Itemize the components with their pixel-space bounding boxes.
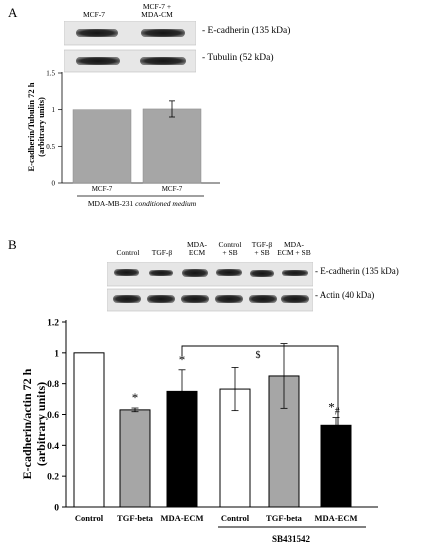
panel-b-category-label-3: Control	[221, 513, 250, 523]
panel-b-lane-header-2: TGF-β	[151, 248, 173, 257]
panel-b-tick-label-5: 1	[54, 349, 59, 359]
panel-b-actin-label: - Actin (40 kDa)	[315, 290, 375, 300]
panel-b-band-ecad-3	[182, 269, 208, 277]
panel-b-tick-label-4: 0.8	[47, 380, 59, 390]
panel-b-category-label-0: Control	[75, 513, 104, 523]
panel-a-tubulin-label: - Tubulin (52 kDa)	[202, 53, 274, 63]
panel-b-annotation-1: *	[132, 390, 139, 405]
panel-b-band-ecad-5	[250, 270, 274, 277]
panel-b-bar-0	[73, 352, 105, 508]
panel-a-blot-tubulin-strip	[64, 49, 196, 73]
panel-a-lane-header-2: MCF-7 + MDA-CM	[141, 2, 173, 19]
panel-a-bar-1	[142, 108, 202, 184]
panel-a-bar-chart: 0 0.5 1 1.5 MCF-7 MCF-7	[46, 70, 220, 197]
panel-a-tick-label-2: 1	[52, 106, 56, 114]
panel-a-tick-label-0: 0	[52, 180, 56, 188]
panel-b-band-actin-6	[281, 295, 309, 303]
panel-b-group-caption: SB431542	[272, 534, 311, 544]
panel-b-band-actin-1	[113, 295, 141, 303]
panel-a-group-caption: MDA-MB-231 conditioned medium	[80, 199, 204, 208]
panel-b-tick-label-6: 1.2	[47, 319, 59, 329]
panel-b-lane-header-5: TGF-β + SB	[251, 240, 273, 257]
panel-a-category-label-0: MCF-7	[92, 185, 113, 193]
panel-a-group-caption-plain: MDA-MB-231	[87, 199, 136, 208]
panel-b-category-label-1: TGF-beta	[117, 513, 154, 523]
panel-a-band-ecad-2	[141, 29, 185, 37]
panel-b-annotation-2: *	[179, 352, 186, 367]
panel-b-bar-1	[119, 409, 151, 508]
panel-a-western-blot	[64, 21, 196, 73]
panel-b-tick-label-1: 0.2	[47, 473, 59, 483]
panel-b-band-actin-4	[215, 295, 243, 303]
panel-b-blot-actin-strip	[107, 288, 313, 312]
panel-b-band-actin-2	[147, 295, 175, 303]
panel-a-y-ticks: 0 0.5 1 1.5	[46, 70, 62, 188]
panel-b-band-ecad-1	[114, 269, 139, 276]
panel-a-tick-label-3: 1.5	[46, 70, 55, 78]
panel-b-letter: B	[8, 237, 17, 252]
panel-b-lane-header-6: MDA- ECM + SB	[277, 240, 311, 257]
panel-a-band-ecad-1	[76, 29, 118, 37]
panel-b-category-label-5: MDA-ECM	[315, 513, 358, 523]
panel-b-ecad-label: - E-cadherin (135 kDa)	[315, 266, 399, 276]
panel-b-y-ticks: 0 0.2 0.4 0.6 0.8 1 1.2	[47, 319, 66, 514]
panel-b-lane-header-1: Control	[116, 248, 140, 257]
panel-b-blot-ecad-strip	[107, 262, 313, 287]
panel-b-category-label-4: TGF-beta	[266, 513, 303, 523]
panel-b-bracket-symbol: $	[256, 350, 261, 361]
panel-b-tick-label-2: 0.4	[47, 442, 59, 452]
panel-a-band-tubulin-1	[76, 57, 120, 65]
panel-a-group-caption-italic: conditioned medium	[135, 199, 197, 208]
panel-b-lane-header-3: MDA- ECM	[187, 240, 207, 257]
panel-a-band-tubulin-2	[140, 57, 186, 65]
panel-b-tick-label-0: 0	[54, 504, 59, 514]
panel-b-band-ecad-4	[216, 269, 242, 276]
panel-a-ecad-label: - E-cadherin (135 kDa)	[202, 26, 291, 36]
panel-a-bar-0	[72, 109, 132, 184]
panel-b-tick-label-3: 0.6	[47, 411, 59, 421]
panel-b-lane-header-4: Control + SB	[218, 240, 242, 257]
panel-a-bars	[72, 100, 202, 184]
panel-b-band-actin-5	[249, 295, 277, 303]
panel-b-band-ecad-6	[282, 270, 308, 276]
panel-a-letter: A	[8, 5, 18, 20]
panel-a-category-labels: MCF-7 MCF-7	[92, 185, 183, 193]
panel-b-band-ecad-2	[149, 270, 173, 276]
panel-b-western-blot	[107, 262, 313, 312]
panel-b-annotation-5: *#	[328, 400, 340, 418]
panel-b-band-actin-3	[181, 295, 209, 303]
panel-a-category-label-1: MCF-7	[162, 185, 183, 193]
panel-a-lane-header-1: MCF-7	[82, 10, 106, 19]
panel-b-bar-5	[320, 424, 352, 508]
panel-b-category-labels: Control TGF-beta MDA-ECM Control TGF-beta MDA…	[75, 513, 358, 523]
panel-b-bars: * * *#	[73, 343, 352, 508]
panel-a-tick-label-1: 0.5	[46, 143, 55, 151]
panel-b-category-label-2: MDA-ECM	[161, 513, 204, 523]
panel-b-significance-bracket	[181, 345, 339, 458]
